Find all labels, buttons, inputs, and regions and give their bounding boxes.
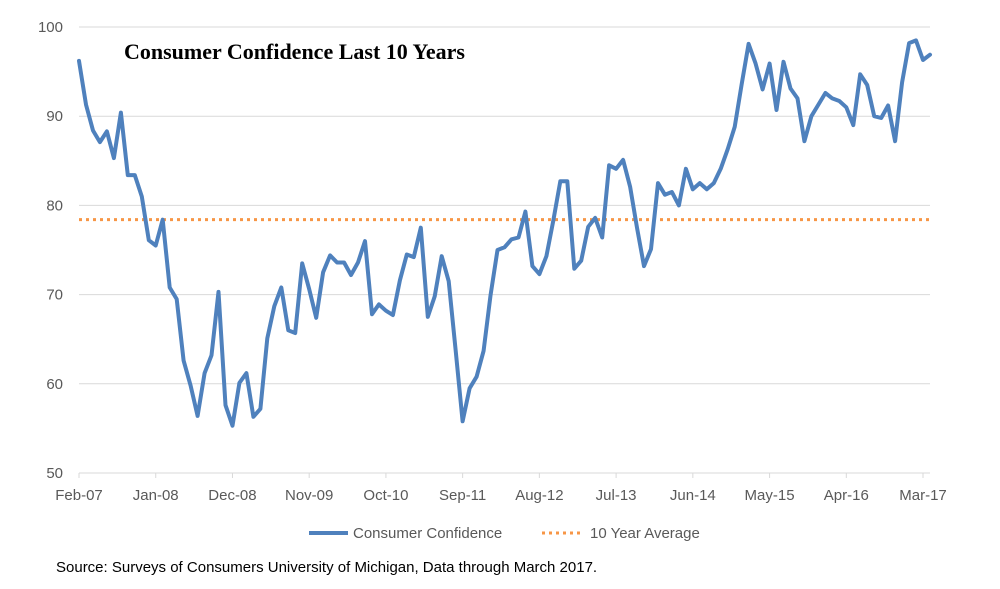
legend-label-10-year-average: 10 Year Average bbox=[590, 525, 700, 542]
x-tick-label: Feb-07 bbox=[55, 487, 103, 504]
gridlines bbox=[79, 26, 930, 385]
chart-title: Consumer Confidence Last 10 Years bbox=[124, 39, 465, 64]
x-tick-label: Nov-09 bbox=[285, 487, 333, 504]
x-tick-label: May-15 bbox=[745, 487, 795, 504]
legend: Consumer Confidence 10 Year Average bbox=[309, 525, 700, 542]
legend-label-consumer-confidence: Consumer Confidence bbox=[353, 525, 502, 542]
x-axis: Feb-07 Jan-08 Dec-08 Nov-09 Oct-10 Sep-11 Aug-… bbox=[55, 472, 947, 504]
x-tick-label: Oct-10 bbox=[363, 487, 408, 504]
x-tick-label: Jun-14 bbox=[670, 487, 716, 504]
source-note: Source: Surveys of Consumers University … bbox=[56, 559, 598, 576]
y-tick-label: 60 bbox=[46, 376, 63, 393]
y-tick-label: 70 bbox=[46, 287, 63, 304]
x-tick-label: Sep-11 bbox=[439, 487, 486, 504]
y-tick-label: 90 bbox=[46, 108, 63, 125]
y-axis-tick-labels: 50 60 70 80 90 100 bbox=[38, 19, 63, 482]
x-tick-label: Jul-13 bbox=[596, 487, 637, 504]
x-tick-label: Apr-16 bbox=[824, 487, 869, 504]
x-tick-label: Dec-08 bbox=[208, 487, 256, 504]
x-tick-label: Aug-12 bbox=[515, 487, 563, 504]
series-line-consumer-confidence bbox=[77, 38, 932, 428]
x-tick-label: Jan-08 bbox=[133, 487, 179, 504]
series-layer bbox=[77, 38, 932, 428]
x-tick-label: Mar-17 bbox=[899, 487, 947, 504]
y-tick-label: 100 bbox=[38, 19, 63, 36]
y-tick-label: 80 bbox=[46, 197, 63, 214]
y-tick-label: 50 bbox=[46, 465, 63, 482]
